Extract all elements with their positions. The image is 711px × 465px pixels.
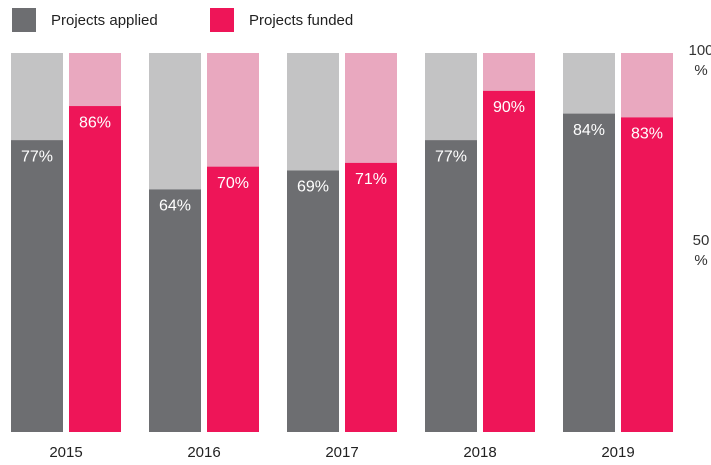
y-tick-label: 50 %: [692, 231, 710, 269]
bar: [207, 166, 259, 432]
bar: [11, 140, 63, 433]
value-label: 83%: [631, 126, 663, 143]
bar: [425, 140, 477, 433]
value-label: 90%: [493, 99, 525, 116]
legend-label: Projects applied: [51, 12, 158, 29]
bar: [563, 113, 615, 432]
value-label: 71%: [355, 171, 387, 188]
x-tick-label: 2017: [325, 444, 358, 461]
value-label: 70%: [217, 175, 249, 192]
bar: [621, 117, 673, 433]
value-label: 84%: [573, 122, 605, 139]
value-label: 77%: [435, 148, 467, 165]
bar: [483, 90, 535, 433]
x-tick-label: 2018: [463, 444, 496, 461]
x-tick-label: 2019: [601, 444, 634, 461]
bar: [345, 162, 397, 432]
bar: [69, 106, 121, 432]
bar: [149, 189, 201, 432]
value-label: 77%: [21, 148, 53, 165]
bar: [287, 170, 339, 433]
x-tick-label: 2016: [187, 444, 220, 461]
y-tick-label: 100 %: [688, 42, 711, 79]
legend-swatch: [12, 8, 36, 32]
value-label: 64%: [159, 198, 191, 215]
legend-swatch: [210, 8, 234, 32]
legend-label: Projects funded: [249, 12, 353, 29]
value-label: 69%: [297, 179, 329, 196]
x-tick-label: 2015: [49, 444, 82, 461]
value-label: 86%: [79, 114, 111, 131]
